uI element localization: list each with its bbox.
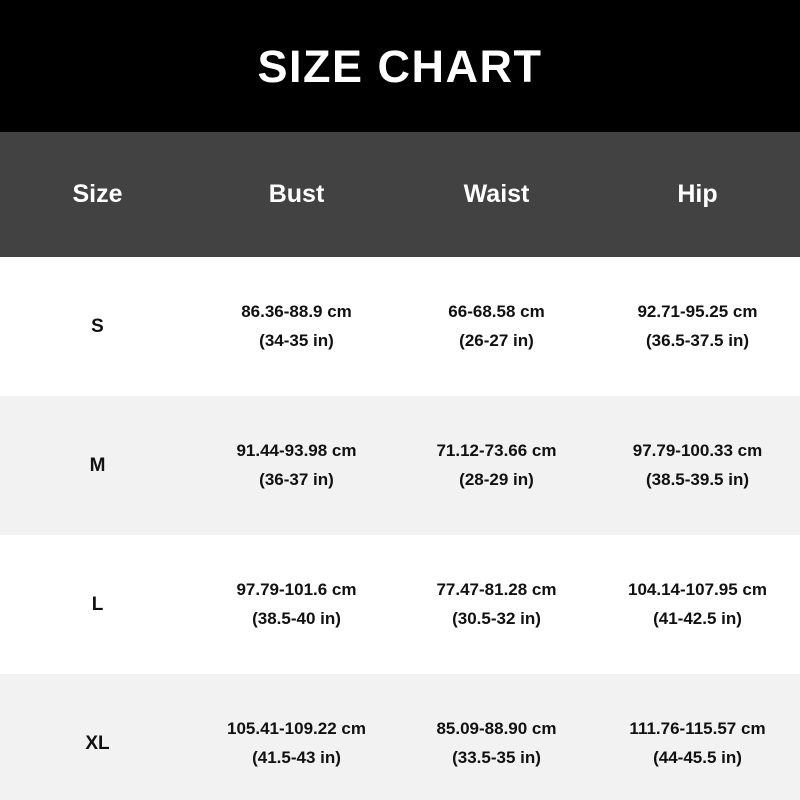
cell-hip: 97.79-100.33 cm (38.5-39.5 in) (595, 396, 800, 535)
measure-hip: 111.76-115.57 cm (44-45.5 in) (595, 715, 800, 771)
measure-inches: (30.5-32 in) (452, 608, 541, 628)
measure-bust: 86.36-88.9 cm (34-35 in) (195, 298, 398, 354)
measure-cm: 111.76-115.57 cm (629, 719, 766, 739)
cell-bust: 86.36-88.9 cm (34-35 in) (195, 257, 398, 396)
measure-cm: 105.41-109.22 cm (227, 719, 366, 739)
measure-inches: (36.5-37.5 in) (646, 330, 749, 350)
column-header-waist: Waist (463, 180, 530, 208)
table-header: Size Bust Waist Hip (0, 132, 800, 257)
measure-hip: 92.71-95.25 cm (36.5-37.5 in) (595, 298, 800, 354)
measure-bust: 97.79-101.6 cm (38.5-40 in) (195, 576, 398, 632)
cell-bust: 97.79-101.6 cm (38.5-40 in) (195, 535, 398, 674)
cell-waist: 77.47-81.28 cm (30.5-32 in) (398, 535, 595, 674)
cell-waist: 71.12-73.66 cm (28-29 in) (398, 396, 595, 535)
column-header-hip: Hip (677, 180, 718, 208)
table-header-row: Size Bust Waist Hip (0, 132, 800, 257)
measure-inches: (36-37 in) (259, 469, 334, 489)
measure-waist: 66-68.58 cm (26-27 in) (398, 298, 595, 354)
measure-cm: 85.09-88.90 cm (436, 719, 557, 739)
measure-cm: 71.12-73.66 cm (436, 441, 557, 461)
measure-cm: 92.71-95.25 cm (637, 302, 758, 322)
page-title: SIZE CHART (257, 40, 543, 92)
table-row: S 86.36-88.9 cm (34-35 in) 66-68.58 cm (… (0, 257, 800, 396)
measure-waist: 85.09-88.90 cm (33.5-35 in) (398, 715, 595, 771)
cell-hip: 111.76-115.57 cm (44-45.5 in) (595, 674, 800, 800)
measure-inches: (28-29 in) (459, 469, 534, 489)
measure-bust: 91.44-93.98 cm (36-37 in) (195, 437, 398, 493)
cell-bust: 105.41-109.22 cm (41.5-43 in) (195, 674, 398, 800)
measure-inches: (41-42.5 in) (653, 608, 742, 628)
table-row: M 91.44-93.98 cm (36-37 in) 71.12-73.66 … (0, 396, 800, 535)
measure-cm: 91.44-93.98 cm (236, 441, 357, 461)
cell-waist: 85.09-88.90 cm (33.5-35 in) (398, 674, 595, 800)
measure-inches: (44-45.5 in) (653, 747, 742, 767)
measure-cm: 77.47-81.28 cm (436, 580, 557, 600)
measure-waist: 71.12-73.66 cm (28-29 in) (398, 437, 595, 493)
measure-cm: 97.79-101.6 cm (236, 580, 357, 600)
measure-hip: 97.79-100.33 cm (38.5-39.5 in) (595, 437, 800, 493)
table-row: L 97.79-101.6 cm (38.5-40 in) 77.47-81.2… (0, 535, 800, 674)
size-chart-table: Size Bust Waist Hip S 86.36-88.9 cm (34-… (0, 132, 800, 800)
measure-cm: 66-68.58 cm (448, 302, 545, 322)
measure-inches: (38.5-39.5 in) (646, 469, 749, 489)
measure-cm: 97.79-100.33 cm (632, 441, 763, 461)
title-banner: SIZE CHART (0, 0, 800, 132)
measure-hip: 104.14-107.95 cm (41-42.5 in) (595, 576, 800, 632)
cell-size: M (89, 454, 106, 476)
cell-size: XL (85, 732, 110, 754)
cell-size: S (91, 315, 104, 337)
cell-bust: 91.44-93.98 cm (36-37 in) (195, 396, 398, 535)
measure-bust: 105.41-109.22 cm (41.5-43 in) (195, 715, 398, 771)
measure-inches: (38.5-40 in) (252, 608, 341, 628)
cell-waist: 66-68.58 cm (26-27 in) (398, 257, 595, 396)
cell-hip: 104.14-107.95 cm (41-42.5 in) (595, 535, 800, 674)
measure-cm: 86.36-88.9 cm (241, 302, 352, 322)
cell-size: L (91, 593, 104, 615)
measure-inches: (33.5-35 in) (452, 747, 541, 767)
table-body: S 86.36-88.9 cm (34-35 in) 66-68.58 cm (… (0, 257, 800, 800)
table-row: XL 105.41-109.22 cm (41.5-43 in) 85.09-8… (0, 674, 800, 800)
measure-waist: 77.47-81.28 cm (30.5-32 in) (398, 576, 595, 632)
column-header-bust: Bust (268, 180, 325, 208)
column-header-size: Size (72, 180, 123, 208)
measure-inches: (34-35 in) (259, 330, 334, 350)
measure-cm: 104.14-107.95 cm (628, 580, 767, 600)
cell-hip: 92.71-95.25 cm (36.5-37.5 in) (595, 257, 800, 396)
measure-inches: (41.5-43 in) (252, 747, 341, 767)
measure-inches: (26-27 in) (459, 330, 534, 350)
